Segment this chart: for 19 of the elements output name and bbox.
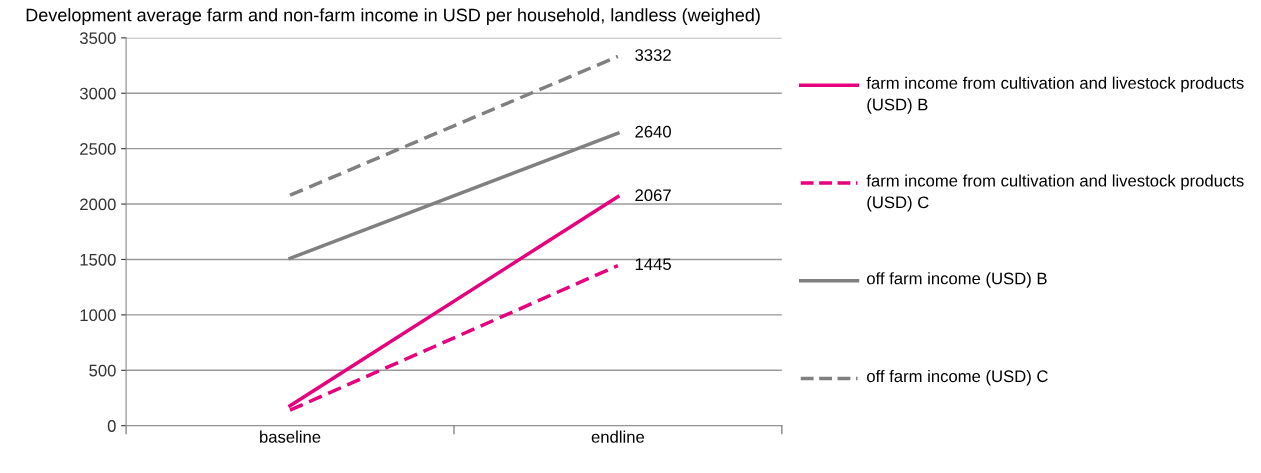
y-tick-label: 2000 bbox=[80, 198, 116, 211]
legend-label: off farm income (USD) B bbox=[867, 272, 1047, 288]
y-tick-label: 0 bbox=[107, 420, 116, 432]
x-tick-label: endline bbox=[591, 430, 645, 443]
y-tick-label: 1000 bbox=[80, 309, 116, 322]
y-tick-label: 3500 bbox=[79, 32, 116, 45]
y-tick-label: 2500 bbox=[80, 143, 116, 155]
y-tick-label: 3000 bbox=[79, 87, 116, 100]
legend-label: farm income from cultivation and livestock products (USD) B bbox=[866, 76, 1244, 114]
y-tick-label: 1500 bbox=[80, 253, 116, 266]
legend-label: off farm income (USD) C bbox=[867, 369, 1048, 386]
data-label: 1445 bbox=[635, 258, 671, 271]
data-label: 3332 bbox=[635, 49, 671, 61]
x-tick-label: baseline bbox=[260, 430, 321, 443]
chart-title: Development average farm and non-farm income in USD per household, landless (weighed) bbox=[26, 8, 760, 25]
legend-label: farm income from cultivation and livestock products (USD) C bbox=[866, 174, 1244, 212]
data-label: 2067 bbox=[635, 189, 671, 202]
data-label: 2640 bbox=[635, 125, 671, 138]
y-tick-label: 500 bbox=[89, 364, 116, 377]
